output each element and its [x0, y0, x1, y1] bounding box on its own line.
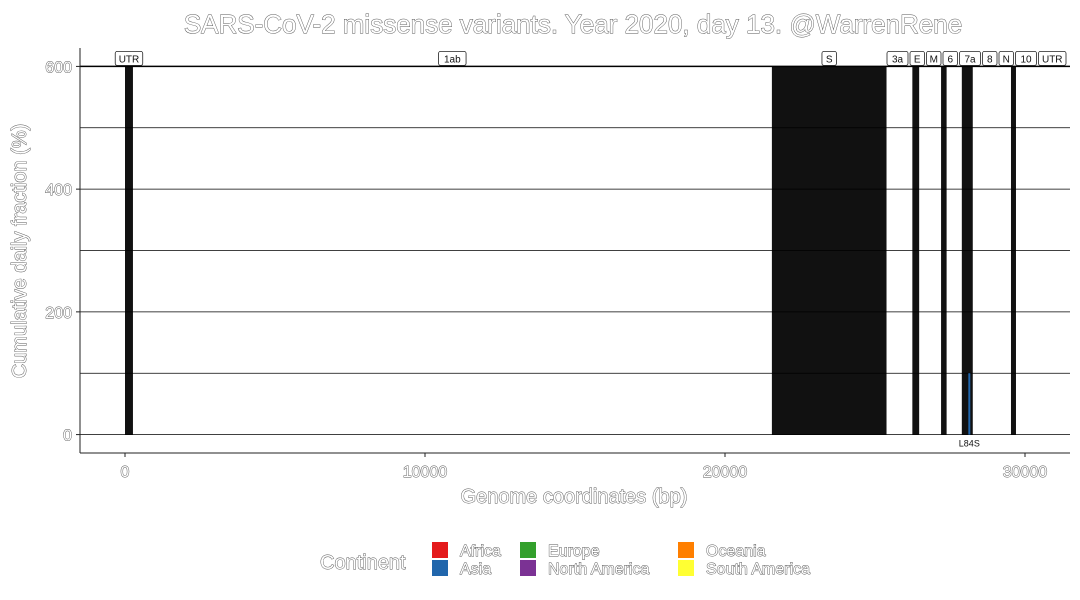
gene-label-text-8: 8 [987, 54, 993, 65]
gene-label-10: 10 [1015, 51, 1037, 66]
gene-label-text-3: 3a [892, 54, 904, 65]
variant-bar-0-0 [968, 373, 971, 435]
gene-label-text-2: S [826, 54, 833, 65]
gene-label-0: UTR [114, 51, 144, 66]
gene-label-text-0: UTR [119, 54, 140, 65]
legend-label-0: Africa [460, 543, 501, 560]
gridlines [80, 65, 1070, 435]
gene-label-box-6 [942, 51, 958, 66]
gene-label-text-6: 6 [947, 54, 953, 65]
gene-label-text-4: E [914, 54, 921, 65]
x-tick-label-3: 30000 [1003, 464, 1048, 481]
legend-item-0: Africa [432, 542, 501, 560]
y-tick-label-2: 400 [45, 182, 72, 199]
gene-label-11: UTR [1038, 51, 1067, 66]
gene-label-text-9: N [1003, 54, 1010, 65]
legend-title: Continent [320, 552, 406, 574]
gene-label-7: 7a [959, 51, 981, 66]
gene-label-2: S [821, 51, 837, 66]
legend-label-4: Oceania [706, 543, 766, 560]
legend-label-1: Asia [460, 561, 491, 578]
tick-labels: 0 200 400 600 0 10000 20000 30000 [45, 59, 1048, 481]
gene-label-4: E [909, 51, 925, 66]
legend-item-1: Asia [432, 560, 492, 578]
x-tick-label-0: 0 [121, 464, 130, 481]
legend-swatch-3 [520, 560, 536, 576]
gene-label-box-9 [998, 51, 1014, 66]
y-axis-title: Cumulative daily fraction (%) [9, 124, 31, 379]
y-tick-label-1: 200 [45, 305, 72, 322]
gene-label-box-0 [114, 51, 144, 66]
x-tick-label-1: 10000 [403, 464, 448, 481]
gene-labels: UTR 1ab S 3a E M 6 7a 8 N 10 UTR [114, 51, 1067, 66]
legend-item-3: North America [520, 560, 650, 578]
gene-label-box-11 [1038, 51, 1067, 66]
chart-title: SARS-CoV-2 missense variants. Year 2020,… [184, 9, 962, 39]
axes [79, 48, 1070, 454]
gene-label-text-5: M [930, 54, 938, 65]
legend-label-2: Europe [548, 543, 600, 560]
legend-swatch-2 [520, 542, 536, 558]
legend-swatch-0 [432, 542, 448, 558]
gene-label-5: M [926, 51, 942, 66]
legend-item-4: Oceania [678, 542, 766, 560]
gene-label-8: 8 [982, 51, 998, 66]
legend-label-5: South America [706, 561, 810, 578]
gene-label-3: 3a [886, 51, 909, 66]
gene-label-box-8 [982, 51, 998, 66]
gene-label-text-7: 7a [964, 54, 976, 65]
x-tick-label-2: 20000 [703, 464, 748, 481]
legend-swatch-4 [678, 542, 694, 558]
gene-label-text-10: 10 [1020, 54, 1032, 65]
legend-item-2: Europe [520, 542, 600, 560]
y-tick-label-0: 0 [63, 428, 72, 445]
variant-label-0-0: L84S [959, 439, 980, 449]
gene-label-box-7 [959, 51, 981, 66]
x-axis-title: Genome coordinates (bp) [461, 486, 688, 508]
legend-item-5: South America [678, 560, 811, 578]
gene-label-9: N [998, 51, 1014, 66]
gene-label-text-1: 1ab [444, 54, 461, 65]
y-tick-label-3: 600 [45, 59, 72, 76]
gene-label-box-4 [909, 51, 925, 66]
gene-label-1: 1ab [438, 51, 467, 66]
legend-swatch-1 [432, 560, 448, 576]
legend-label-3: North America [548, 561, 649, 578]
gene-label-box-3 [886, 51, 909, 66]
gene-label-box-1 [438, 51, 467, 66]
legend-swatch-5 [678, 560, 694, 576]
gene-label-box-2 [821, 51, 837, 66]
gene-label-box-5 [926, 51, 942, 66]
gene-label-6: 6 [942, 51, 958, 66]
variant-bars: L84S [959, 373, 980, 449]
gene-label-box-10 [1015, 51, 1037, 66]
gene-label-text-11: UTR [1042, 54, 1063, 65]
